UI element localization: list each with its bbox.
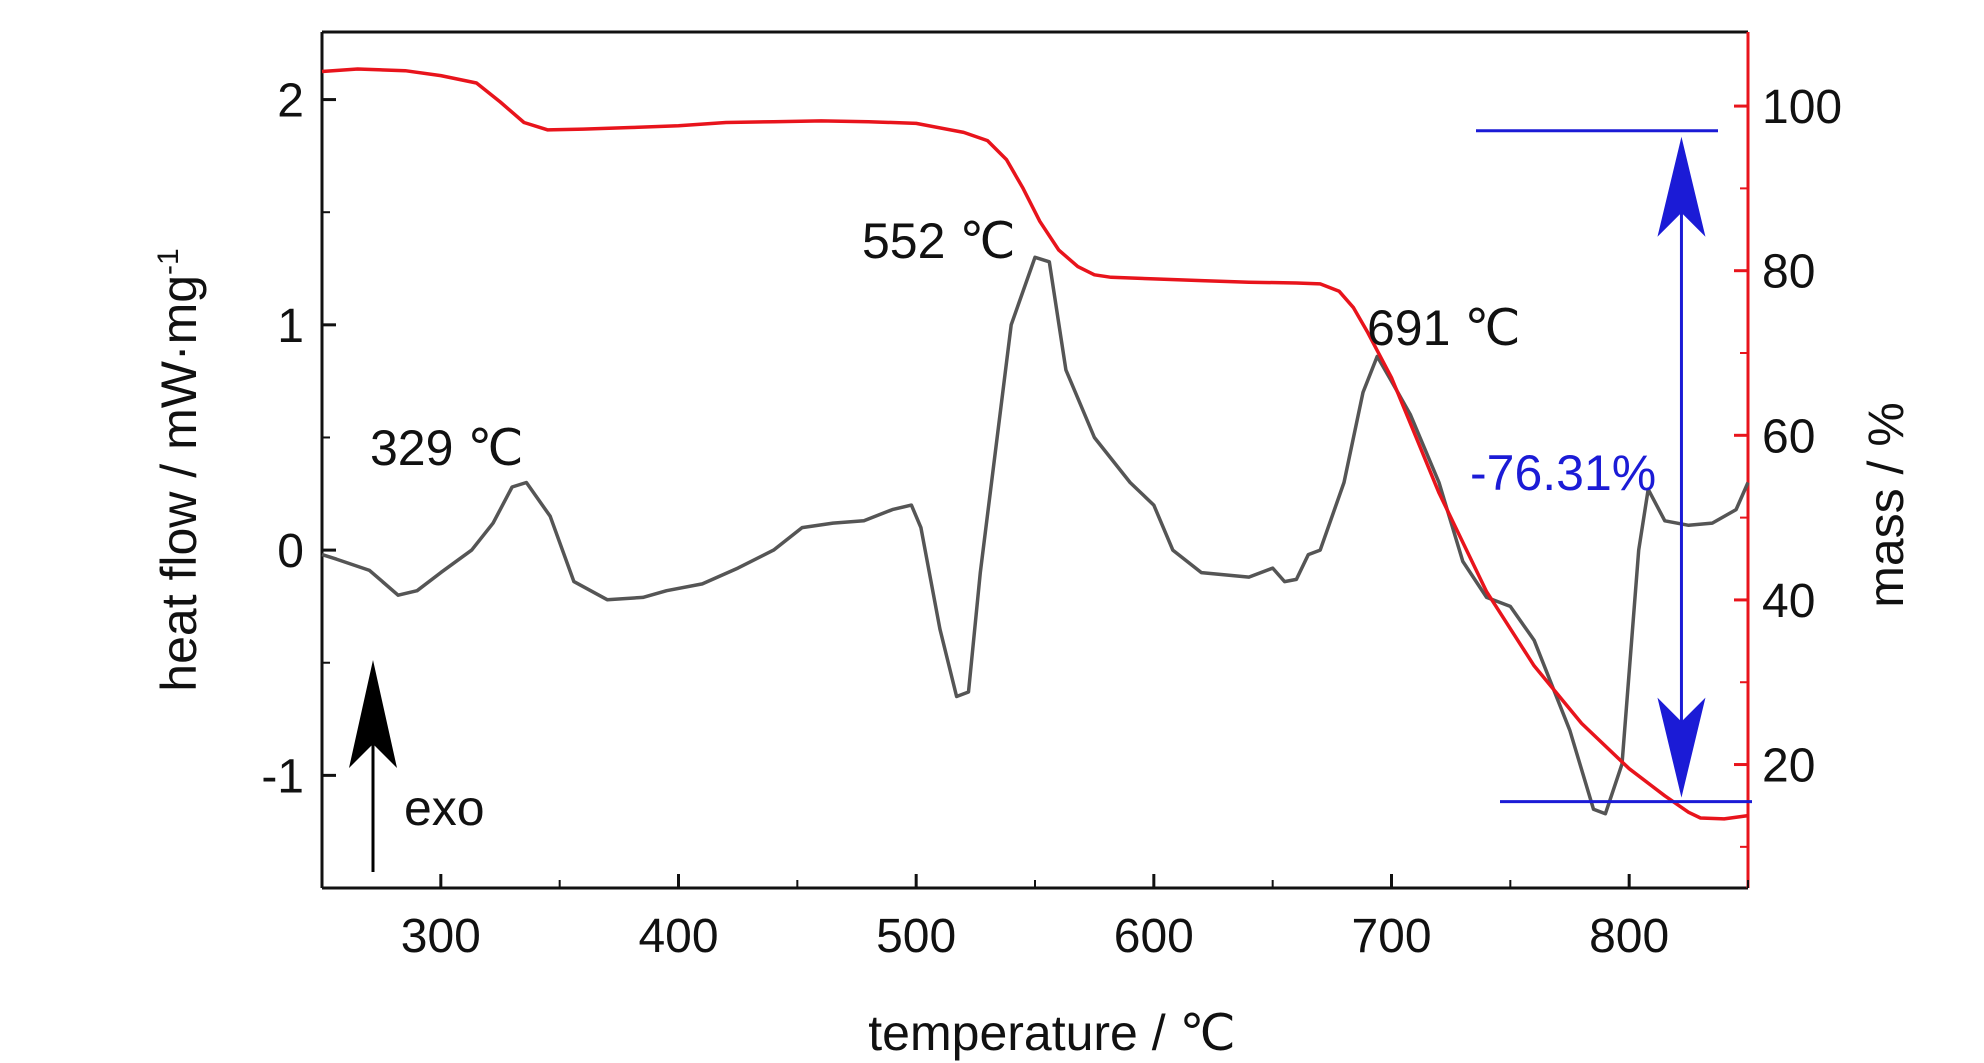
x-axis-label: temperature / ℃ — [868, 1005, 1235, 1061]
y-right-tick-label-100: 100 — [1762, 81, 1842, 134]
x-tick-label-600: 600 — [1114, 910, 1194, 963]
tick-layer: 300 400 500 600 700 800 -1 0 1 2 20 40 60 80 100 — [261, 75, 1842, 963]
mass-loss-arrow-up-head — [1657, 136, 1706, 237]
peak-label-329: 329 ℃ — [370, 420, 523, 476]
series-layer — [321, 67, 1750, 821]
y-axis-label-right: mass / % — [1858, 402, 1914, 608]
x-tick-label-400: 400 — [638, 910, 718, 963]
y-left-tick-label--1: -1 — [261, 750, 304, 803]
mass-loss-label: -76.31% — [1470, 445, 1656, 501]
heat-flow-line — [321, 255, 1750, 816]
x-tick-label-300: 300 — [401, 910, 481, 963]
x-tick-label-500: 500 — [876, 910, 956, 963]
peak-label-552: 552 ℃ — [862, 213, 1015, 269]
mass-line — [321, 67, 1749, 821]
x-tick-label-700: 700 — [1351, 910, 1431, 963]
exo-label: exo — [404, 780, 485, 836]
y-left-tick-label-1: 1 — [277, 300, 304, 353]
exo-arrow-head — [349, 660, 397, 768]
y-axis-label-left-superscript: -1 — [152, 248, 185, 275]
annotation-layer — [349, 129, 1752, 872]
y-right-tick-label-80: 80 — [1762, 246, 1815, 299]
x-tick-label-800: 800 — [1589, 910, 1669, 963]
y-left-tick-label-0: 0 — [277, 525, 304, 578]
y-right-tick-label-40: 40 — [1762, 575, 1815, 628]
y-axis-label-left: heat flow / mW·mg-1 — [151, 248, 207, 691]
y-right-tick-label-20: 20 — [1762, 740, 1815, 793]
y-left-tick-label-2: 2 — [277, 75, 304, 128]
y-right-tick-label-60: 60 — [1762, 410, 1815, 463]
y-axis-label-left-text: heat flow / mW·mg — [151, 275, 207, 692]
peak-label-691: 691 ℃ — [1367, 300, 1520, 356]
mass-loss-arrow-down-head — [1657, 697, 1706, 798]
